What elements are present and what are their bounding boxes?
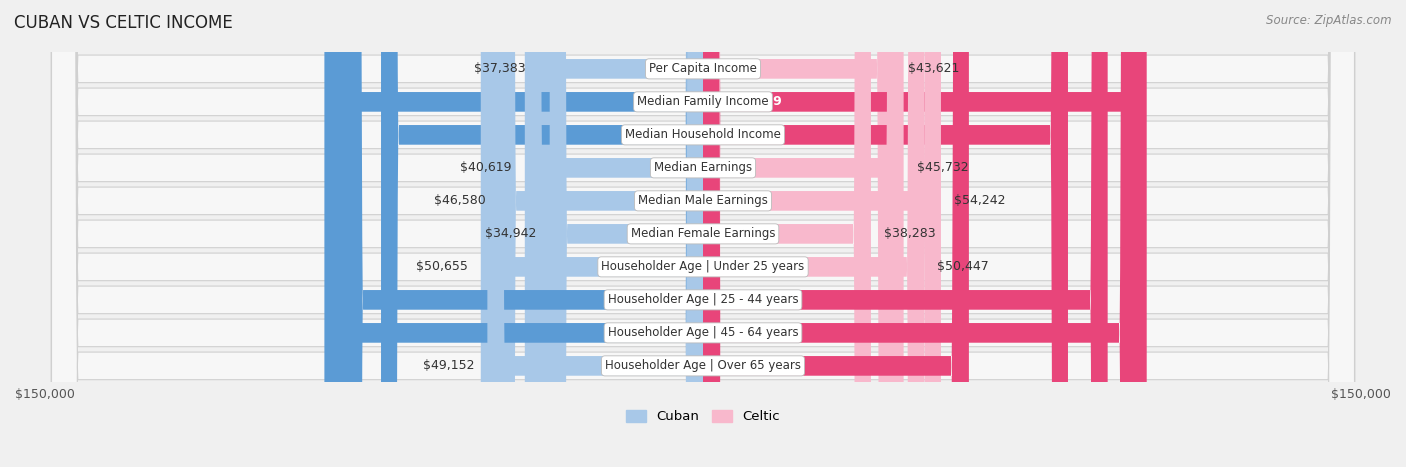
FancyBboxPatch shape (346, 0, 703, 467)
FancyBboxPatch shape (703, 0, 1108, 467)
Text: Median Family Income: Median Family Income (637, 95, 769, 108)
FancyBboxPatch shape (703, 0, 924, 467)
FancyBboxPatch shape (703, 0, 1069, 467)
Text: $50,655: $50,655 (416, 261, 468, 273)
FancyBboxPatch shape (703, 0, 904, 467)
Text: Median Male Earnings: Median Male Earnings (638, 194, 768, 207)
FancyBboxPatch shape (703, 0, 941, 467)
Text: $37,383: $37,383 (474, 63, 526, 75)
FancyBboxPatch shape (538, 0, 703, 467)
FancyBboxPatch shape (703, 0, 1137, 467)
Text: $73,392: $73,392 (633, 128, 690, 142)
Text: $84,981: $84,981 (633, 95, 690, 108)
Text: $40,619: $40,619 (460, 162, 512, 174)
FancyBboxPatch shape (52, 0, 1354, 467)
FancyBboxPatch shape (488, 0, 703, 467)
FancyBboxPatch shape (703, 0, 1147, 467)
Text: $49,152: $49,152 (423, 360, 474, 372)
FancyBboxPatch shape (524, 0, 703, 467)
Text: CUBAN VS CELTIC INCOME: CUBAN VS CELTIC INCOME (14, 14, 233, 32)
Text: Median Female Earnings: Median Female Earnings (631, 227, 775, 241)
Text: $45,732: $45,732 (917, 162, 969, 174)
Text: $101,139: $101,139 (716, 95, 782, 108)
Text: $34,942: $34,942 (485, 227, 537, 241)
FancyBboxPatch shape (52, 0, 1354, 467)
Text: Householder Age | Over 65 years: Householder Age | Over 65 years (605, 360, 801, 372)
Text: Source: ZipAtlas.com: Source: ZipAtlas.com (1267, 14, 1392, 27)
Text: $83,193: $83,193 (716, 128, 773, 142)
Legend: Cuban, Celtic: Cuban, Celtic (620, 404, 786, 429)
FancyBboxPatch shape (499, 0, 703, 467)
FancyBboxPatch shape (52, 0, 1354, 467)
Text: $50,447: $50,447 (938, 261, 990, 273)
Text: $92,241: $92,241 (716, 293, 773, 306)
Text: $86,301: $86,301 (633, 326, 690, 340)
FancyBboxPatch shape (703, 0, 894, 467)
FancyBboxPatch shape (325, 0, 703, 467)
FancyBboxPatch shape (52, 0, 1354, 467)
Text: Per Capita Income: Per Capita Income (650, 63, 756, 75)
Text: Median Earnings: Median Earnings (654, 162, 752, 174)
Text: Householder Age | Under 25 years: Householder Age | Under 25 years (602, 261, 804, 273)
FancyBboxPatch shape (52, 0, 1354, 467)
FancyBboxPatch shape (52, 0, 1354, 467)
Text: $81,483: $81,483 (633, 293, 690, 306)
FancyBboxPatch shape (52, 0, 1354, 467)
Text: $38,283: $38,283 (884, 227, 936, 241)
Text: Householder Age | 25 - 44 years: Householder Age | 25 - 44 years (607, 293, 799, 306)
Text: Median Household Income: Median Household Income (626, 128, 780, 142)
Text: $43,621: $43,621 (907, 63, 959, 75)
Text: Householder Age | 45 - 64 years: Householder Age | 45 - 64 years (607, 326, 799, 340)
FancyBboxPatch shape (481, 0, 703, 467)
FancyBboxPatch shape (703, 0, 870, 467)
FancyBboxPatch shape (52, 0, 1354, 467)
FancyBboxPatch shape (703, 0, 969, 467)
Text: $98,896: $98,896 (716, 326, 773, 340)
FancyBboxPatch shape (52, 0, 1354, 467)
Text: $46,580: $46,580 (433, 194, 485, 207)
FancyBboxPatch shape (381, 0, 703, 467)
FancyBboxPatch shape (550, 0, 703, 467)
FancyBboxPatch shape (52, 0, 1354, 467)
Text: $60,608: $60,608 (716, 360, 773, 372)
Text: $54,242: $54,242 (955, 194, 1005, 207)
FancyBboxPatch shape (330, 0, 703, 467)
